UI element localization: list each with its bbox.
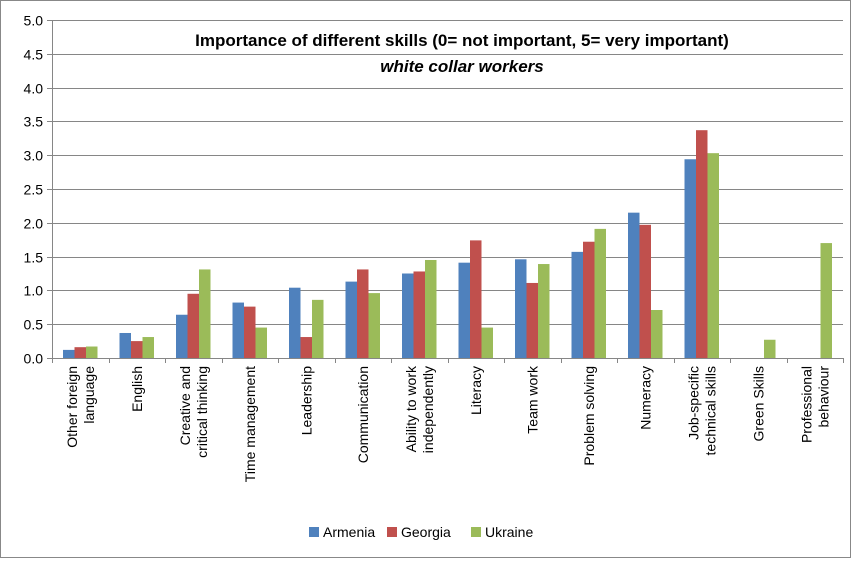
legend-swatch-ukraine	[471, 527, 481, 537]
x-category-label: Numeracy	[637, 366, 653, 430]
legend-label-ukraine: Ukraine	[485, 524, 533, 540]
y-tick-label: 2.0	[24, 216, 44, 232]
bar-georgia	[470, 240, 482, 358]
x-category-label: English	[129, 366, 145, 412]
x-category-label: Literacy	[468, 366, 484, 415]
y-tick-labels: 0.0 0.5 1.0 1.5 2.0 2.5 3.0 3.5 4.0 4.5 5.0	[24, 13, 44, 367]
bar-ukraine	[312, 299, 324, 358]
y-tick-label: 5.0	[24, 13, 44, 29]
legend-label-armenia: Armenia	[323, 524, 375, 540]
bar-ukraine	[651, 310, 663, 358]
x-category-label: Problem solving	[581, 366, 597, 466]
bar-ukraine	[368, 293, 380, 358]
bar-georgia	[413, 271, 425, 358]
x-category-label-line: Creative and	[177, 366, 193, 445]
bar-georgia	[187, 293, 199, 358]
legend-label-georgia: Georgia	[401, 524, 451, 540]
x-category-label-line: English	[129, 366, 145, 412]
x-category-label: Professionalbehaviour	[798, 366, 831, 443]
bar-ukraine	[199, 269, 211, 358]
bar-armenia	[176, 314, 188, 358]
x-category-label: Creative andcritical thinking	[177, 366, 210, 458]
bar-georgia	[696, 130, 708, 358]
bar-georgia	[74, 347, 86, 358]
bar-armenia	[289, 287, 301, 358]
bar-armenia	[119, 332, 131, 358]
x-category-label-line: Time management	[242, 366, 258, 482]
x-category-label: Green Skills	[750, 366, 766, 441]
bar-armenia	[458, 262, 470, 358]
x-category-label-line: Ability to work	[403, 365, 419, 452]
x-category-label-line: Communication	[355, 366, 371, 463]
x-category-label-line: Leadership	[298, 366, 314, 435]
bar-armenia	[515, 259, 527, 358]
x-category-label-line: language	[81, 366, 97, 424]
axes	[52, 20, 844, 363]
bar-ukraine	[764, 339, 776, 358]
x-category-label-line: Numeracy	[637, 366, 653, 430]
legend: Armenia Georgia Ukraine	[309, 524, 533, 540]
bar-ukraine	[820, 243, 832, 358]
x-category-label: Ability to workindependently	[403, 365, 436, 453]
bar-ukraine	[594, 228, 606, 358]
bar-georgia	[357, 269, 369, 358]
bar-armenia	[402, 273, 414, 358]
bar-ukraine	[425, 259, 437, 358]
legend-swatch-armenia	[309, 527, 319, 537]
y-tick-label: 1.5	[24, 250, 44, 266]
bar-georgia	[244, 306, 256, 358]
y-tick-label: 0.0	[24, 351, 44, 367]
bar-ukraine	[142, 337, 154, 358]
x-category-label: Communication	[355, 366, 371, 463]
chart-title: Importance of different skills (0= not i…	[195, 31, 729, 50]
y-tick-label: 0.5	[24, 317, 44, 333]
x-category-label-line: Job-specific	[685, 366, 701, 440]
x-category-label: Leadership	[298, 366, 314, 435]
bar-armenia	[571, 251, 583, 358]
x-category-label-line: Literacy	[468, 366, 484, 415]
x-category-label: Team work	[524, 365, 540, 434]
x-category-label-line: technical skills	[702, 366, 718, 455]
bar-georgia	[300, 337, 312, 358]
y-tick-label: 2.5	[24, 182, 44, 198]
x-category-label: Other foreignlanguage	[64, 366, 97, 448]
x-category-label-line: independently	[420, 366, 436, 453]
y-tick-label: 4.5	[24, 47, 44, 63]
y-tick-label: 3.5	[24, 114, 44, 130]
x-category-label: Job-specifictechnical skills	[685, 366, 718, 455]
bar-armenia	[684, 159, 696, 358]
chart-subtitle: white collar workers	[380, 57, 543, 76]
x-category-label-line: critical thinking	[194, 366, 210, 458]
bar-ukraine	[538, 264, 550, 358]
bar-ukraine	[255, 327, 267, 358]
bar-ukraine	[481, 327, 493, 358]
bar-armenia	[345, 281, 357, 358]
x-category-label-line: Professional	[798, 366, 814, 443]
y-tick-label: 1.0	[24, 283, 44, 299]
bar-armenia	[63, 349, 75, 358]
y-tick-label: 4.0	[24, 81, 44, 97]
legend-swatch-georgia	[387, 527, 397, 537]
x-category-label-line: Green Skills	[750, 366, 766, 441]
x-category-labels: Other foreignlanguage English Creative and…	[64, 365, 831, 482]
bars	[63, 130, 832, 358]
x-category-label-line: Problem solving	[581, 366, 597, 466]
x-category-label-line: Other foreign	[64, 366, 80, 448]
bar-georgia	[583, 241, 595, 358]
bar-georgia	[526, 282, 538, 358]
bar-armenia	[232, 302, 244, 358]
bar-ukraine	[707, 153, 719, 358]
x-category-label-line: behaviour	[815, 366, 831, 428]
bar-georgia	[131, 341, 143, 358]
bar-ukraine	[86, 346, 98, 358]
bar-armenia	[628, 212, 640, 358]
bar-georgia	[639, 224, 651, 358]
x-category-label: Time management	[242, 366, 258, 482]
y-tick-label: 3.0	[24, 148, 44, 164]
x-category-label-line: Team work	[524, 365, 540, 434]
